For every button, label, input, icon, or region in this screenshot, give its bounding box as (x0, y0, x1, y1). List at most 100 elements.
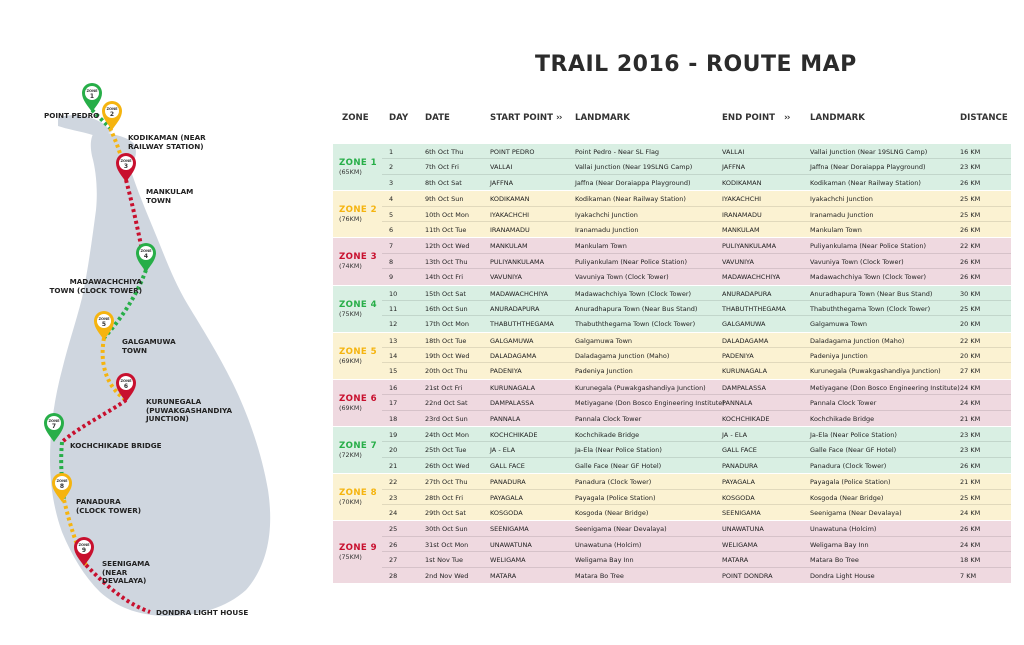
cell-lm2: Dondra Light House (810, 571, 875, 580)
zone-label: ZONE 4 (75KM) (339, 300, 377, 318)
cell-day: 12 (389, 320, 398, 329)
cell-end: PAYAGALA (722, 478, 755, 487)
pin-word: ZONE (56, 479, 68, 483)
cell-dist: 22 KM (960, 336, 981, 345)
cell-lm1: Iyakachchi Junction (575, 210, 638, 219)
cell-dist: 27 KM (960, 367, 981, 376)
cell-start: PANNALA (490, 414, 521, 423)
cell-lm2: Vavuniya Town (Clock Tower) (810, 257, 904, 266)
cell-end: KOCHCHIKADE (722, 414, 770, 423)
label-panadura: PANADURA (CLOCK TOWER) (76, 497, 142, 515)
cell-day: 6 (389, 225, 394, 234)
table-row: 15 20th Oct Thu PADENIYA Padeniya Junction K… (333, 363, 1011, 378)
cell-start: SEENIGAMA (490, 525, 529, 534)
route-zone7 (59, 441, 66, 501)
cell-start: MATARA (490, 571, 517, 580)
cell-lm2: Payagala (Police Station) (810, 478, 891, 487)
table-row: 13 18th Oct Tue GALGAMUWA Galgamuwa Town DAL… (333, 333, 1011, 349)
cell-day: 28 (389, 571, 398, 580)
cell-start: JAFFNA (490, 178, 514, 187)
cell-day: 5 (389, 210, 394, 219)
cell-lm1: Mankulam Town (575, 242, 627, 251)
cell-start: GALL FACE (490, 461, 525, 470)
cell-lm2: Ja-Ela (Near Police Station) (810, 431, 897, 440)
cell-date: 22nd Oct Sat (425, 399, 468, 408)
cell-start: GALGAMUWA (490, 336, 534, 345)
zone-name: ZONE 5 (339, 346, 377, 357)
cell-dist: 26 KM (960, 273, 981, 282)
row-divider (382, 252, 1011, 254)
cell-day: 9 (389, 273, 394, 282)
cell-start: DAMPALASSA (490, 399, 534, 408)
cell-start: POINT PEDRO (490, 148, 535, 156)
cell-day: 10 (389, 289, 398, 298)
route-zone5 (100, 337, 128, 402)
cell-lm2: Vallai Junction (Near 19SLNG Camp) (810, 148, 928, 156)
cell-lm2: Kochchikade Bridge (810, 414, 875, 423)
cell-dist: 25 KM (960, 195, 981, 204)
pin-word: ZONE (48, 419, 60, 423)
cell-dist: 25 KM (960, 493, 981, 502)
cell-lm1: Madawachchiya Town (Clock Tower) (575, 289, 692, 298)
row-divider (382, 394, 1011, 396)
cell-lm1: Padeniya Junction (575, 367, 633, 376)
zone-label: ZONE 6 (69KM) (339, 394, 377, 412)
cell-start: KOSGODA (490, 508, 523, 517)
island-shape (50, 130, 271, 616)
cell-lm1: Pannala Clock Tower (575, 414, 642, 423)
zone-label: ZONE 8 (70KM) (339, 488, 377, 506)
cell-day: 27 (389, 556, 398, 565)
cell-day: 24 (389, 508, 398, 517)
cell-lm1: Anuradhapura Town (Near Bus Stand) (575, 304, 698, 313)
cell-start: WELIGAMA (490, 556, 526, 565)
cell-day: 15 (389, 367, 398, 376)
table-row: 2 7th Oct Fri VALLAI Vallai Junction (Near … (333, 159, 1011, 175)
row-divider (382, 220, 1011, 222)
cell-start: JA - ELA (490, 446, 516, 455)
pin-number: 7 (52, 423, 56, 430)
cell-lm1: Panadura (Clock Tower) (575, 478, 652, 487)
pin-word: ZONE (86, 89, 98, 93)
cell-lm1: Daladagama Junction (Maho) (575, 352, 670, 361)
cell-start: VALLAI (490, 163, 513, 172)
cell-dist: 21 KM (960, 478, 981, 487)
cell-dist: 26 KM (960, 461, 981, 470)
table-row: 14 19th Oct Wed DALADAGAMA Daladagama Junct… (333, 348, 1011, 364)
cell-start: VAVUNIYA (490, 273, 522, 282)
row-divider (382, 441, 1011, 443)
cell-date: 17th Oct Mon (425, 320, 470, 329)
cell-end: THABUTHTHEGAMA (722, 304, 786, 313)
cell-lm1: Unawatuna (Holcim) (575, 540, 642, 549)
zone-label: ZONE 2 (76KM) (339, 205, 377, 223)
cell-end: GALL FACE (722, 446, 757, 455)
header-day: DAY (389, 113, 409, 123)
cell-dist: 20 KM (960, 352, 981, 361)
cell-lm1: Seenigama (Near Devalaya) (575, 525, 667, 534)
cell-date: 7th Oct Fri (425, 163, 459, 172)
label-seenigama: SEENIGAMA (NEAR DEVALAYA) (102, 559, 150, 585)
cell-end: JAFFNA (722, 163, 746, 172)
cell-dist: 23 KM (960, 446, 981, 455)
cell-date: 30th Oct Sun (425, 525, 468, 534)
cell-lm2: Puliyankulama (Near Police Station) (810, 242, 927, 251)
row-divider (382, 535, 1011, 537)
cell-lm1: Payagala (Police Station) (575, 493, 656, 502)
zone-name: ZONE 7 (339, 441, 377, 452)
cell-lm1: Vallai Junction (Near 19SLNG Camp) (575, 163, 693, 172)
cell-date: 16th Oct Sun (425, 304, 468, 313)
cell-dist: 22 KM (960, 242, 981, 251)
cell-lm2: Anuradhapura Town (Near Bus Stand) (810, 289, 933, 298)
table-row: 5 10th Oct Mon IYAKACHCHI Iyakachchi Juncti… (333, 207, 1011, 222)
cell-end: ANURADAPURA (722, 289, 772, 298)
cell-dist: 24 KM (960, 508, 981, 517)
row-divider (382, 362, 1011, 364)
route-zone6 (60, 398, 128, 444)
zone-name: ZONE 8 (339, 488, 377, 499)
label-galgamuwa: GALGAMUWA TOWN (122, 337, 176, 355)
table-row: 22 27th Oct Thu PANADURA Panadura (Clock To… (333, 474, 1011, 490)
cell-lm1: Kurunegala (Puwakgashandiya Junction) (575, 383, 706, 392)
